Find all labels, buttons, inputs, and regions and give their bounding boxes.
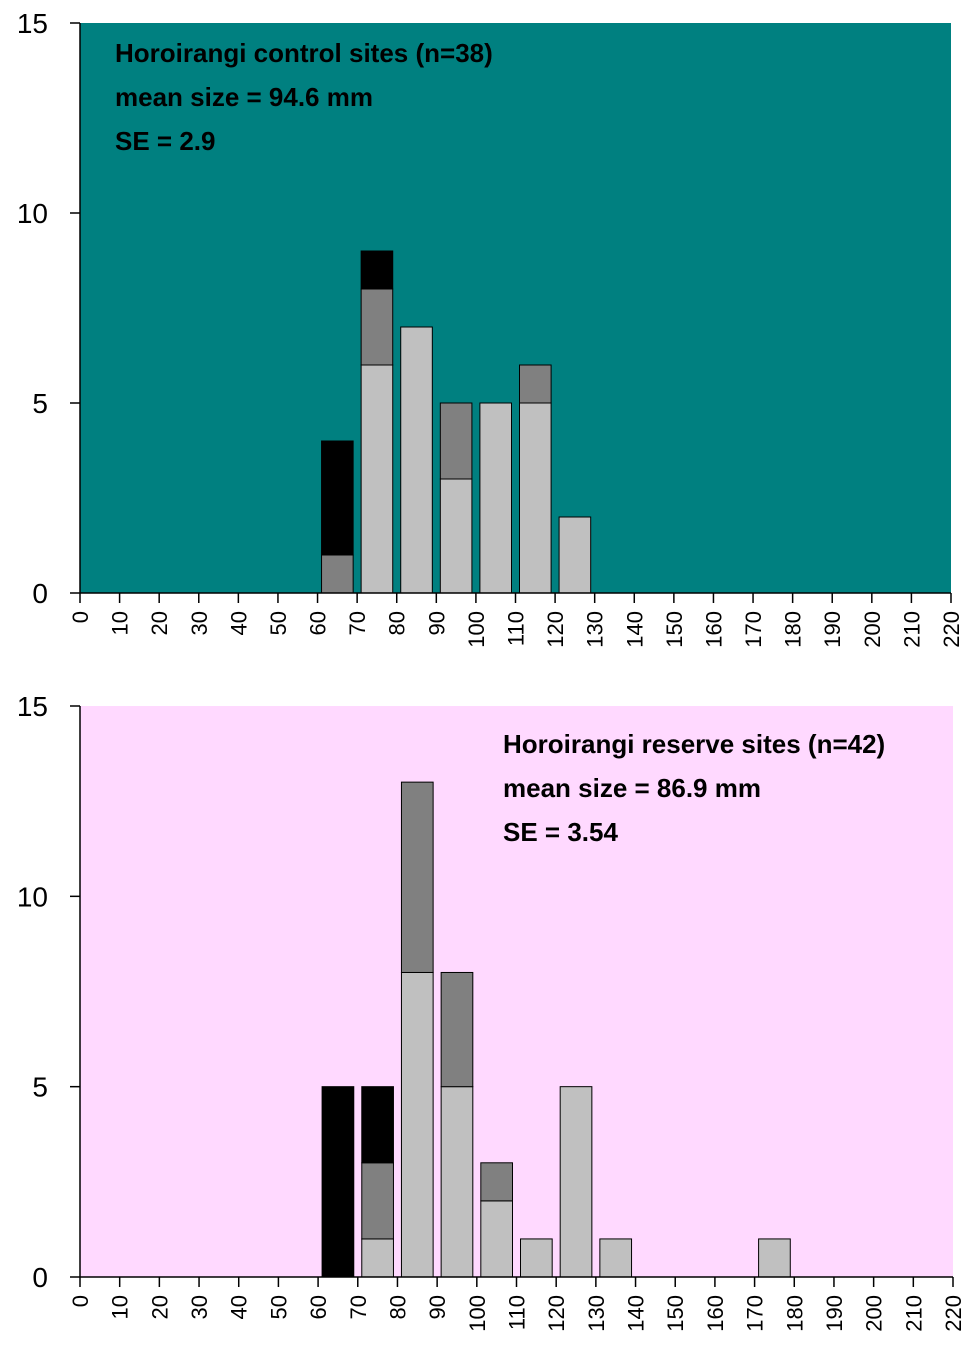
x-tick-label: 210 (899, 611, 924, 648)
annotation-line-1: mean size = 86.9 mm (503, 773, 761, 803)
x-tick-label: 180 (781, 611, 806, 648)
x-tick-label: 160 (703, 1295, 728, 1332)
bar-segment-110-s1 (519, 364, 552, 404)
bar-segment-90-s1 (439, 402, 473, 480)
x-tick-label: 100 (464, 611, 489, 648)
x-tick-label: 60 (306, 1295, 331, 1319)
bar-segment-100-s1 (480, 1162, 513, 1202)
y-tick-label: 15 (17, 8, 48, 39)
x-tick-label: 130 (584, 1295, 609, 1332)
y-tick-label: 5 (32, 1072, 48, 1103)
x-tick-label: 20 (147, 611, 172, 635)
annotation-line-2: SE = 3.54 (503, 817, 618, 847)
x-tick-label: 50 (266, 1295, 291, 1319)
x-tick-label: 160 (701, 611, 726, 648)
bar-segment-130-s0 (599, 1238, 633, 1278)
x-tick-label: 90 (424, 611, 449, 635)
x-tick-label: 170 (743, 1295, 768, 1332)
bar-segment-70-s2 (360, 250, 394, 290)
x-tick-label: 220 (939, 611, 964, 648)
x-tick-label: 30 (187, 1295, 212, 1319)
x-tick-label: 70 (345, 611, 370, 635)
bar-segment-60-s1 (321, 554, 354, 594)
bar-segment-70-s0 (360, 364, 394, 594)
bar-segment-90-s0 (439, 478, 473, 594)
x-tick-label: 40 (226, 611, 251, 635)
x-tick-label: 150 (662, 611, 687, 648)
x-tick-label: 200 (862, 1295, 887, 1332)
plot-area (80, 23, 951, 593)
y-tick-label: 15 (17, 691, 48, 722)
x-tick-label: 130 (583, 611, 608, 648)
x-tick-label: 120 (544, 1295, 569, 1332)
bar-segment-70-s0 (361, 1238, 394, 1278)
x-tick-label: 140 (624, 1295, 649, 1332)
bar-segment-70-s2 (361, 1086, 394, 1164)
annotation-line-2: SE = 2.9 (115, 126, 215, 156)
x-tick-label: 120 (543, 611, 568, 648)
x-tick-label: 80 (385, 611, 410, 635)
x-tick-label: 150 (663, 1295, 688, 1332)
x-tick-label: 0 (68, 1295, 93, 1307)
x-tick-label: 40 (227, 1295, 252, 1319)
x-tick-label: 10 (108, 611, 133, 635)
bar-segment-70-s1 (361, 1162, 394, 1240)
y-tick-label: 10 (17, 198, 48, 229)
y-tick-label: 0 (32, 578, 48, 609)
x-tick-label: 220 (941, 1295, 966, 1332)
x-tick-label: 80 (385, 1295, 410, 1319)
annotation-line-0: Horoirangi reserve sites (n=42) (503, 729, 885, 759)
annotation-line-0: Horoirangi control sites (n=38) (115, 38, 493, 68)
x-tick-label: 70 (346, 1295, 371, 1319)
bar-segment-90-s0 (440, 1086, 474, 1278)
x-tick-label: 210 (901, 1295, 926, 1332)
annotation-line-1: mean size = 94.6 mm (115, 82, 373, 112)
bar-segment-70-s1 (360, 288, 394, 366)
x-tick-label: 170 (741, 611, 766, 648)
x-tick-label: 180 (782, 1295, 807, 1332)
x-tick-label: 20 (147, 1295, 172, 1319)
plot-area (80, 706, 953, 1277)
x-tick-label: 90 (425, 1295, 450, 1319)
x-tick-label: 60 (306, 611, 331, 635)
x-tick-label: 140 (622, 611, 647, 648)
x-tick-label: 0 (68, 611, 93, 623)
x-tick-label: 100 (465, 1295, 490, 1332)
bar-segment-90-s1 (440, 971, 474, 1088)
x-tick-label: 30 (187, 611, 212, 635)
bar-segment-80-s1 (400, 781, 434, 973)
x-tick-label: 110 (505, 1295, 530, 1330)
x-tick-label: 200 (860, 611, 885, 648)
x-tick-label: 50 (266, 611, 291, 635)
bar-segment-60-s2 (321, 1086, 355, 1278)
bar-segment-110-s0 (519, 402, 552, 594)
bar-segment-60-s2 (321, 440, 354, 556)
x-tick-label: 10 (108, 1295, 133, 1319)
bar-segment-80-s0 (400, 971, 434, 1278)
bar-segment-120-s0 (559, 1086, 593, 1278)
y-tick-label: 5 (32, 388, 48, 419)
bar-segment-120-s0 (558, 516, 592, 594)
bar-segment-100-s0 (479, 402, 512, 594)
y-tick-label: 0 (32, 1262, 48, 1293)
bar-segment-100-s0 (480, 1200, 513, 1278)
bar-segment-110-s0 (520, 1238, 553, 1278)
bar-segment-80-s0 (400, 326, 433, 594)
x-tick-label: 190 (820, 611, 845, 648)
bar-segment-170-s0 (758, 1238, 791, 1278)
x-tick-label: 110 (504, 611, 529, 646)
y-tick-label: 10 (17, 881, 48, 912)
x-tick-label: 190 (822, 1295, 847, 1332)
